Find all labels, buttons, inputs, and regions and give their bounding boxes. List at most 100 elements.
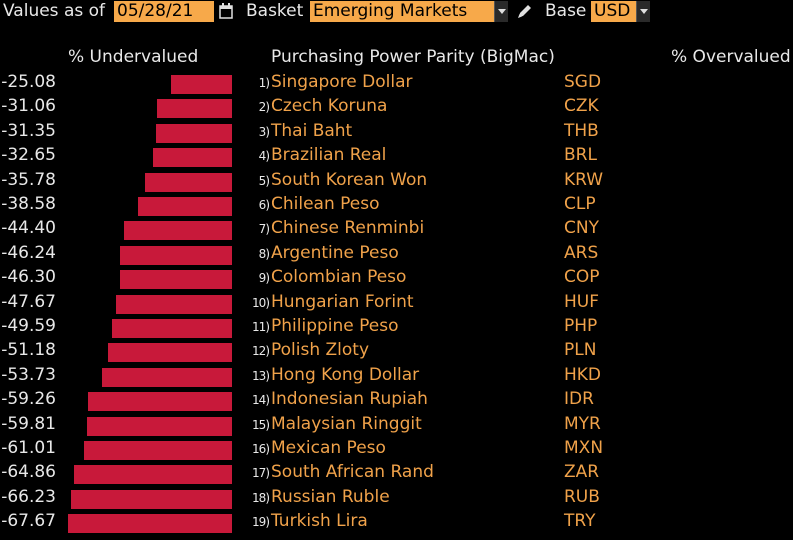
rank-label: 6 [252, 198, 269, 212]
bar[interactable] [152, 148, 232, 168]
rank-label: 7 [252, 222, 269, 236]
rank-label: 19 [252, 515, 269, 529]
value-label: -53.73 [1, 364, 56, 385]
base-label: Base [545, 1, 587, 21]
currency-name[interactable]: Colombian Peso [271, 267, 407, 288]
currency-code[interactable]: HKD [564, 364, 602, 385]
currency-code[interactable]: PHP [564, 316, 598, 336]
rank-label: 14 [252, 393, 269, 407]
currency-code[interactable]: IDR [564, 389, 594, 410]
value-label: -25.08 [1, 72, 56, 92]
currency-code[interactable]: MXN [564, 438, 604, 458]
currency-name[interactable]: Czech Koruna [271, 96, 388, 117]
basket-select[interactable]: Emerging Markets [310, 1, 494, 22]
currency-name[interactable]: Turkish Lira [271, 511, 368, 532]
currency-name[interactable]: South African Rand [271, 462, 434, 483]
toolbar: Values as of 05/28/21 Basket Emerging Ma… [0, 0, 793, 24]
rank-label: 17 [252, 466, 269, 480]
rank-label: 2 [252, 100, 269, 114]
currency-name[interactable]: Philippine Peso [271, 316, 399, 336]
currency-name[interactable]: Malaysian Ringgit [271, 413, 422, 434]
currency-name[interactable]: Russian Ruble [271, 486, 390, 507]
bar[interactable] [119, 270, 232, 290]
currency-code[interactable]: RUB [564, 486, 600, 507]
currency-name[interactable]: Hong Kong Dollar [271, 364, 420, 385]
bar[interactable] [67, 514, 232, 534]
currency-code[interactable]: PLN [564, 340, 597, 361]
currency-code[interactable]: CLP [564, 194, 596, 214]
value-label: -49.59 [1, 316, 56, 336]
value-label: -64.86 [1, 462, 56, 483]
calendar-icon[interactable] [219, 3, 233, 19]
currency-code[interactable]: TRY [564, 511, 596, 532]
currency-name[interactable]: South Korean Won [271, 169, 428, 190]
bar[interactable] [138, 197, 232, 216]
value-label: -66.23 [1, 486, 56, 507]
value-label: -67.67 [1, 511, 56, 532]
rank-label: 5 [252, 174, 269, 188]
currency-code[interactable]: ZAR [564, 462, 600, 483]
pencil-icon[interactable] [516, 2, 534, 20]
bar[interactable] [86, 416, 232, 436]
basket-dropdown-icon[interactable] [494, 1, 508, 22]
value-label: -46.24 [1, 242, 56, 263]
currency-code[interactable]: BRL [564, 145, 597, 166]
bar[interactable] [83, 441, 232, 460]
currency-code[interactable]: SGD [564, 72, 602, 92]
currency-code[interactable]: MYR [564, 413, 601, 434]
currency-name[interactable]: Chilean Peso [271, 194, 380, 214]
currency-name[interactable]: Thai Baht [271, 120, 353, 141]
base-select[interactable]: USD [591, 1, 636, 22]
currency-name[interactable]: Singapore Dollar [271, 72, 413, 92]
rank-label: 18 [252, 491, 269, 505]
rank-label: 11 [252, 320, 269, 334]
currency-name[interactable]: Indonesian Rupiah [271, 389, 428, 410]
value-label: -59.81 [1, 413, 56, 434]
value-label: -44.40 [1, 218, 56, 239]
value-label: -59.26 [1, 389, 56, 410]
currency-name[interactable]: Brazilian Real [271, 145, 387, 166]
bar[interactable] [101, 367, 232, 387]
rank-label: 13 [252, 369, 269, 383]
bar[interactable] [74, 465, 232, 485]
currency-name[interactable]: Hungarian Forint [271, 291, 414, 312]
value-label: -31.35 [1, 120, 56, 141]
currency-code[interactable]: CZK [564, 96, 599, 117]
rank-label: 4 [252, 149, 269, 163]
bar[interactable] [155, 123, 232, 143]
undervalued-header: % Undervalued [68, 47, 199, 67]
base-dropdown-icon[interactable] [636, 1, 650, 22]
bar[interactable] [107, 343, 232, 363]
rank-label: 3 [252, 125, 269, 139]
currency-code[interactable]: THB [564, 120, 599, 141]
value-label: -61.01 [1, 438, 56, 458]
bar[interactable] [124, 221, 232, 241]
bar[interactable] [111, 319, 232, 338]
value-label: -35.78 [1, 169, 56, 190]
currency-code[interactable]: ARS [564, 242, 599, 263]
currency-code[interactable]: COP [564, 267, 600, 288]
rank-label: 9 [252, 271, 269, 285]
bar[interactable] [145, 172, 232, 192]
bar[interactable] [119, 245, 232, 265]
rank-label: 1 [252, 76, 269, 90]
overvalued-header: % Overvalued [671, 47, 791, 67]
bar[interactable] [156, 99, 232, 119]
currency-name[interactable]: Argentine Peso [271, 242, 399, 263]
value-label: -46.30 [1, 267, 56, 288]
bar[interactable] [116, 294, 232, 314]
bar[interactable] [88, 392, 232, 412]
bar[interactable] [171, 75, 232, 94]
basket-label: Basket [246, 1, 304, 21]
value-label: -51.18 [1, 340, 56, 361]
rank-label: 16 [252, 442, 269, 456]
date-input[interactable]: 05/28/21 [114, 1, 214, 22]
currency-code[interactable]: CNY [564, 218, 599, 239]
currency-name[interactable]: Chinese Renminbi [271, 218, 425, 239]
bar[interactable] [71, 489, 232, 509]
rank-label: 10 [252, 296, 269, 310]
currency-code[interactable]: KRW [564, 169, 604, 190]
currency-code[interactable]: HUF [564, 291, 600, 312]
currency-name[interactable]: Mexican Peso [271, 438, 386, 458]
currency-name[interactable]: Polish Zloty [271, 340, 370, 361]
